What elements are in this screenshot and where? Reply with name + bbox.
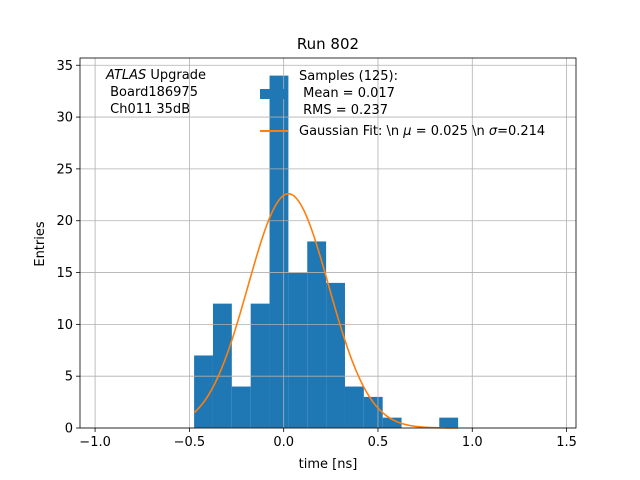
annotation-line-1: ATLAS Upgrade bbox=[105, 68, 206, 83]
legend-fit-sigma-value: =0.214 bbox=[497, 124, 545, 139]
histogram-bar bbox=[382, 417, 402, 428]
y-tick-label: 15 bbox=[56, 266, 73, 281]
y-tick-label: 0 bbox=[65, 422, 73, 437]
histogram-bar bbox=[344, 386, 364, 428]
histogram-bar bbox=[288, 272, 308, 428]
legend: Samples (125): Mean = 0.017 RMS = 0.237 … bbox=[260, 69, 545, 139]
histogram-bar bbox=[250, 303, 270, 428]
legend-fit-mu-value: = 0.025 \n bbox=[412, 124, 489, 139]
annotation-board: Board186975 bbox=[106, 85, 198, 100]
chart-title: Run 802 bbox=[297, 35, 359, 53]
axes-frame bbox=[79, 57, 577, 429]
legend-mean: Mean = 0.017 bbox=[299, 86, 395, 101]
x-tick-label: 1.5 bbox=[556, 435, 577, 450]
histogram-bar bbox=[194, 355, 213, 428]
y-tick-label: 35 bbox=[56, 59, 73, 74]
annotation-channel: Ch011 35dB bbox=[106, 102, 190, 117]
histogram-bar bbox=[326, 282, 345, 428]
upgrade-label: Upgrade bbox=[146, 68, 206, 83]
legend-samples: Samples (125): bbox=[299, 69, 398, 84]
x-tick-label: 1.0 bbox=[462, 435, 483, 450]
y-tick-label: 5 bbox=[65, 370, 73, 385]
x-tick-label: 0.5 bbox=[368, 435, 389, 450]
legend-fit-label: Gaussian Fit: \n μ = 0.025 \n σ=0.214 bbox=[299, 124, 545, 139]
legend-fit-sigma-symbol: σ bbox=[489, 124, 498, 139]
histogram-bar bbox=[439, 417, 459, 428]
x-tick-label: −1.0 bbox=[79, 435, 111, 450]
x-tick-label: 0.0 bbox=[273, 435, 294, 450]
histogram-bar bbox=[307, 241, 327, 428]
histogram-bar bbox=[269, 75, 289, 428]
gaussian-fit-curve bbox=[193, 192, 459, 429]
atlas-annotation: ATLAS Upgrade Board186975 Ch011 35dB bbox=[105, 68, 206, 117]
y-tick-label: 20 bbox=[56, 214, 73, 229]
x-tick-label: −0.5 bbox=[174, 435, 206, 450]
legend-fit-mu-symbol: μ bbox=[402, 124, 411, 139]
histogram-bar bbox=[231, 386, 251, 428]
legend-rms: RMS = 0.237 bbox=[299, 103, 388, 118]
y-axis-label: Entries bbox=[33, 221, 48, 267]
legend-histogram-swatch bbox=[260, 89, 288, 99]
plot-area: −1.0 −0.5 0.0 0.5 1.0 1.5 0 5 10 15 20 25 30 35 bbox=[56, 57, 577, 450]
y-tick-label: 30 bbox=[56, 111, 73, 126]
y-tick-label: 25 bbox=[56, 162, 73, 177]
atlas-label: ATLAS bbox=[105, 68, 146, 83]
x-axis-label: time [ns] bbox=[299, 457, 358, 472]
y-tick-label: 10 bbox=[56, 318, 73, 333]
legend-fit-prefix: Gaussian Fit: \n bbox=[299, 124, 403, 139]
